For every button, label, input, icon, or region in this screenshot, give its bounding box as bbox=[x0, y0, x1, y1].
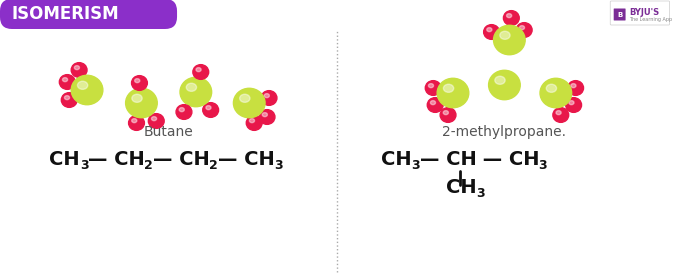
Text: 2-methylpropane.: 2-methylpropane. bbox=[443, 125, 567, 139]
FancyBboxPatch shape bbox=[610, 1, 670, 25]
Text: — CH: — CH bbox=[153, 150, 210, 169]
Ellipse shape bbox=[507, 14, 512, 18]
Ellipse shape bbox=[540, 78, 572, 108]
Ellipse shape bbox=[569, 101, 574, 105]
Text: CH: CH bbox=[446, 178, 477, 197]
Ellipse shape bbox=[64, 96, 70, 100]
Ellipse shape bbox=[125, 88, 158, 118]
Ellipse shape bbox=[556, 111, 561, 115]
Ellipse shape bbox=[129, 116, 145, 130]
Ellipse shape bbox=[71, 63, 87, 77]
Text: The Learning App: The Learning App bbox=[629, 17, 672, 22]
Ellipse shape bbox=[495, 76, 505, 84]
Ellipse shape bbox=[567, 81, 584, 95]
Ellipse shape bbox=[484, 25, 499, 39]
Ellipse shape bbox=[494, 25, 525, 55]
Text: 2: 2 bbox=[209, 159, 218, 172]
Ellipse shape bbox=[500, 31, 510, 39]
Text: — CH: — CH bbox=[419, 150, 476, 169]
Ellipse shape bbox=[426, 81, 441, 95]
Ellipse shape bbox=[430, 101, 436, 105]
Ellipse shape bbox=[61, 93, 77, 107]
Ellipse shape bbox=[193, 65, 209, 79]
Text: 3: 3 bbox=[476, 187, 485, 200]
Text: — CH: — CH bbox=[476, 150, 539, 169]
Ellipse shape bbox=[186, 83, 196, 91]
Ellipse shape bbox=[71, 75, 103, 105]
Ellipse shape bbox=[59, 75, 75, 89]
Ellipse shape bbox=[151, 117, 157, 121]
Text: 3: 3 bbox=[411, 159, 419, 172]
Ellipse shape bbox=[553, 108, 569, 122]
Text: Butane: Butane bbox=[143, 125, 193, 139]
Ellipse shape bbox=[428, 84, 434, 88]
Text: — CH: — CH bbox=[88, 150, 145, 169]
Ellipse shape bbox=[132, 76, 147, 90]
Text: 3: 3 bbox=[539, 159, 547, 172]
Text: 3: 3 bbox=[274, 159, 282, 172]
Text: B: B bbox=[617, 11, 622, 18]
Ellipse shape bbox=[546, 84, 557, 92]
Ellipse shape bbox=[571, 84, 576, 88]
Ellipse shape bbox=[180, 77, 211, 107]
Ellipse shape bbox=[246, 116, 262, 130]
Ellipse shape bbox=[132, 94, 142, 102]
Ellipse shape bbox=[233, 88, 265, 118]
Text: 3: 3 bbox=[80, 159, 89, 172]
Ellipse shape bbox=[443, 84, 454, 92]
Ellipse shape bbox=[132, 119, 137, 123]
Ellipse shape bbox=[566, 98, 582, 112]
Ellipse shape bbox=[239, 94, 250, 102]
Text: BYJU'S: BYJU'S bbox=[629, 8, 659, 17]
Ellipse shape bbox=[516, 23, 532, 37]
Ellipse shape bbox=[203, 103, 218, 117]
Text: 2: 2 bbox=[145, 159, 153, 172]
Ellipse shape bbox=[78, 81, 88, 89]
Ellipse shape bbox=[437, 78, 469, 108]
Ellipse shape bbox=[179, 108, 184, 112]
Ellipse shape bbox=[487, 28, 492, 32]
Text: ISOMERISM: ISOMERISM bbox=[12, 5, 119, 23]
Text: — CH: — CH bbox=[218, 150, 275, 169]
Text: CH: CH bbox=[381, 150, 411, 169]
Ellipse shape bbox=[206, 106, 211, 110]
Ellipse shape bbox=[63, 78, 68, 82]
Ellipse shape bbox=[427, 98, 443, 112]
Ellipse shape bbox=[250, 119, 254, 123]
FancyBboxPatch shape bbox=[614, 8, 625, 20]
Text: CH: CH bbox=[50, 150, 80, 169]
Ellipse shape bbox=[149, 114, 164, 128]
Ellipse shape bbox=[176, 105, 192, 119]
Ellipse shape bbox=[259, 110, 275, 124]
Ellipse shape bbox=[488, 70, 520, 100]
Ellipse shape bbox=[134, 79, 140, 83]
FancyBboxPatch shape bbox=[0, 0, 177, 29]
Ellipse shape bbox=[503, 11, 519, 25]
Ellipse shape bbox=[74, 66, 80, 70]
Ellipse shape bbox=[520, 26, 524, 30]
Ellipse shape bbox=[263, 113, 267, 117]
Ellipse shape bbox=[443, 111, 448, 115]
Ellipse shape bbox=[440, 108, 456, 122]
Ellipse shape bbox=[196, 68, 201, 72]
Ellipse shape bbox=[261, 91, 277, 105]
Ellipse shape bbox=[264, 94, 269, 98]
